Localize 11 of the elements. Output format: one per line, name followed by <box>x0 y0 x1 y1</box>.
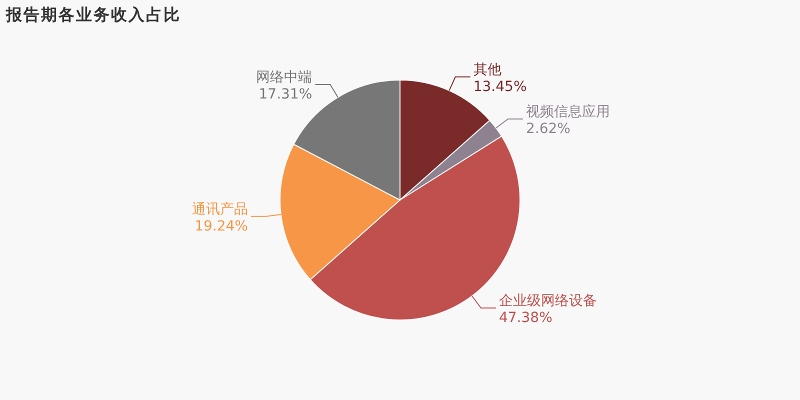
data-label: 47.38% <box>498 310 552 326</box>
data-label: 13.45% <box>473 78 527 95</box>
data-label: 19.24% <box>194 218 248 234</box>
data-label: 17.31% <box>258 86 312 102</box>
slice-label: 通讯产品 <box>192 201 248 218</box>
slice-label: 网络中端 <box>256 69 312 86</box>
chart-title: 报告期各业务收入占比 <box>5 5 181 24</box>
slice-label: 其他 <box>473 62 502 78</box>
slice-label: 视频信息应用 <box>526 104 610 120</box>
data-label: 2.62% <box>526 121 570 138</box>
slice-label: 企业级网络设备 <box>498 293 597 310</box>
